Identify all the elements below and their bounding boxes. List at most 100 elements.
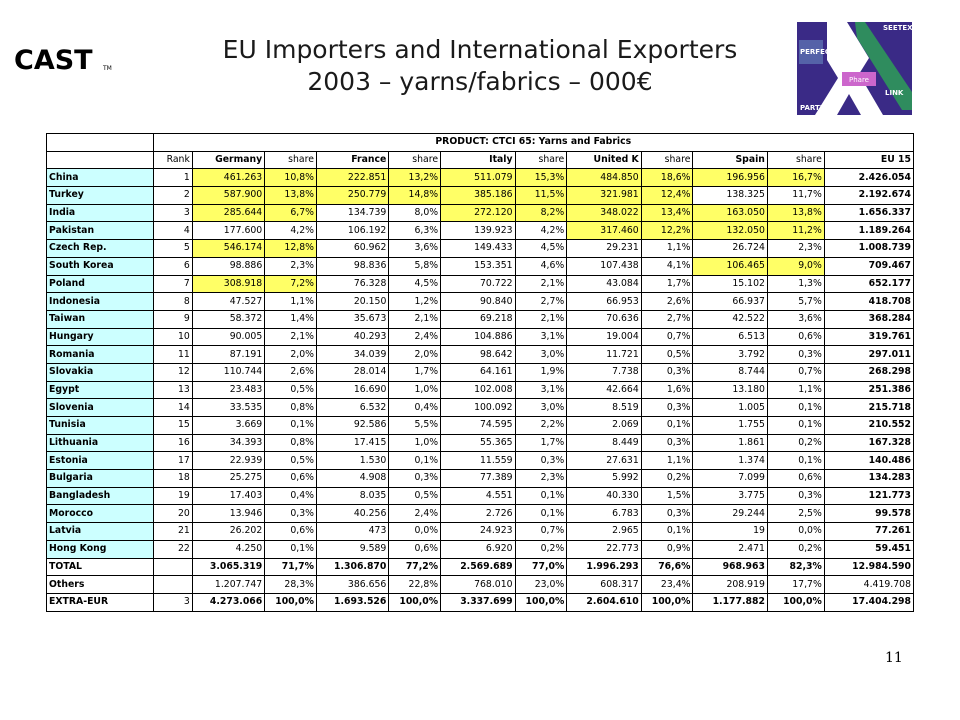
share-cell: 0,3% [766,486,825,506]
value-cell: 6.920 [440,539,516,559]
product-label: PRODUCT: CTCI 65: Yarns and Fabrics [152,133,915,152]
col-header-germany: Germany [191,150,266,170]
value-cell: 106.192 [315,221,390,241]
value-cell: 9.589 [315,539,390,559]
value-cell: 7.738 [566,362,642,382]
share-cell: 0,7% [514,522,568,541]
value-cell: 60.962 [315,239,390,258]
value-cell: 40.330 [566,486,642,506]
table-row: Taiwan 9 58.372 1,4% 35.673 2,1% 69.218 2,1% 70.… [46,309,915,329]
rank-cell: 17 [152,451,193,471]
share-cell: 2,1% [264,327,317,347]
value-cell: 11.559 [440,451,516,471]
share-cell: 2,4% [388,327,442,347]
value-cell: 8.519 [566,398,642,417]
country-cell: Pakistan [46,221,154,241]
table-row: Latvia 21 26.202 0,6% 473 0,0% 24.923 0,7% 2.965… [46,522,915,541]
share-cell: 0,6% [388,539,442,559]
value-cell: 272.120 [440,203,516,223]
eu15-total-cell: 319.761 [823,327,915,347]
value-cell: 4.551 [440,486,516,506]
value-cell: 3.775 [692,486,768,506]
share-cell: 0,3% [640,504,694,524]
share-cell: 1,9% [514,362,568,382]
value-cell: 139.923 [440,221,516,241]
share-cell: 0,3% [766,345,825,364]
share-cell: 0,1% [640,522,694,541]
value-cell: 2.069 [566,416,642,435]
eu15-total-cell: 12.984.590 [823,557,915,577]
eu15-total-cell: 251.386 [823,380,915,400]
value-cell: 16.690 [315,380,390,400]
value-cell: 13.946 [191,504,266,524]
value-cell: 13.180 [692,380,768,400]
value-cell: 4.273.066 [191,592,266,612]
rank-cell: 22 [152,539,193,559]
share-cell: 4,5% [514,239,568,258]
share-cell: 71,7% [264,557,317,577]
eu15-total-cell: 1.656.337 [823,203,915,223]
share-cell: 13,2% [388,168,442,188]
value-cell: 134.739 [315,203,390,223]
value-cell: 58.372 [191,309,266,329]
country-cell: Indonesia [46,292,154,311]
country-cell: Hungary [46,327,154,347]
country-cell: Lithuania [46,433,154,453]
share-cell: 2,6% [264,362,317,382]
cast-logo: CAST TM [12,42,112,76]
rank-cell: 6 [152,256,193,276]
share-cell: 13,8% [264,186,317,205]
share-cell: 0,7% [640,327,694,347]
share-cell: 100,0% [264,592,317,612]
share-cell: 0,8% [264,433,317,453]
value-cell: 28.014 [315,362,390,382]
value-cell: 34.393 [191,433,266,453]
country-cell: Hong Kong [46,539,154,559]
eu15-total-cell: 709.467 [823,256,915,276]
share-cell: 2,0% [264,345,317,364]
share-cell: 5,7% [766,292,825,311]
share-cell: 17,7% [766,575,825,594]
value-cell: 1.374 [692,451,768,471]
eu15-total-cell: 121.773 [823,486,915,506]
share-cell: 23,4% [640,575,694,594]
value-cell: 33.535 [191,398,266,417]
share-cell: 77,2% [388,557,442,577]
value-cell: 69.218 [440,309,516,329]
share-cell: 0,1% [766,416,825,435]
share-cell: 12,4% [640,186,694,205]
share-cell: 1,4% [264,309,317,329]
share-cell: 0,6% [766,327,825,347]
share-cell: 0,1% [766,398,825,417]
value-cell: 7.099 [692,469,768,488]
share-cell: 0,6% [766,469,825,488]
summary-label-cell: EXTRA-EUR [46,592,154,612]
value-cell: 348.022 [566,203,642,223]
share-cell: 3,1% [514,380,568,400]
value-cell: 22.773 [566,539,642,559]
value-cell: 2.965 [566,522,642,541]
share-cell: 1,6% [640,380,694,400]
value-cell: 250.779 [315,186,390,205]
rank-cell: 10 [152,327,193,347]
share-cell: 0,5% [640,345,694,364]
col-header-italy: Italy [440,150,516,170]
eu15-total-cell: 17.404.298 [823,592,915,612]
value-cell: 11.721 [566,345,642,364]
summary-row: TOTAL 3.065.319 71,7% 1.306.870 77,2% 2.569.6… [46,557,915,577]
value-cell: 138.325 [692,186,768,205]
share-cell: 4,1% [640,256,694,276]
value-cell: 8.744 [692,362,768,382]
rank-cell: 3 [152,592,193,612]
country-cell: Morocco [46,504,154,524]
rank-cell: 21 [152,522,193,541]
share-cell: 0,0% [388,522,442,541]
value-cell: 104.886 [440,327,516,347]
value-cell: 22.939 [191,451,266,471]
rank-cell: 19 [152,486,193,506]
value-cell: 70.722 [440,274,516,294]
slide-title: EU Importers and International Exporters… [170,34,790,98]
rank-cell: 18 [152,469,193,488]
table-row: Tunisia 15 3.669 0,1% 92.586 5,5% 74.595 2,2% 2.… [46,416,915,435]
value-cell: 15.102 [692,274,768,294]
